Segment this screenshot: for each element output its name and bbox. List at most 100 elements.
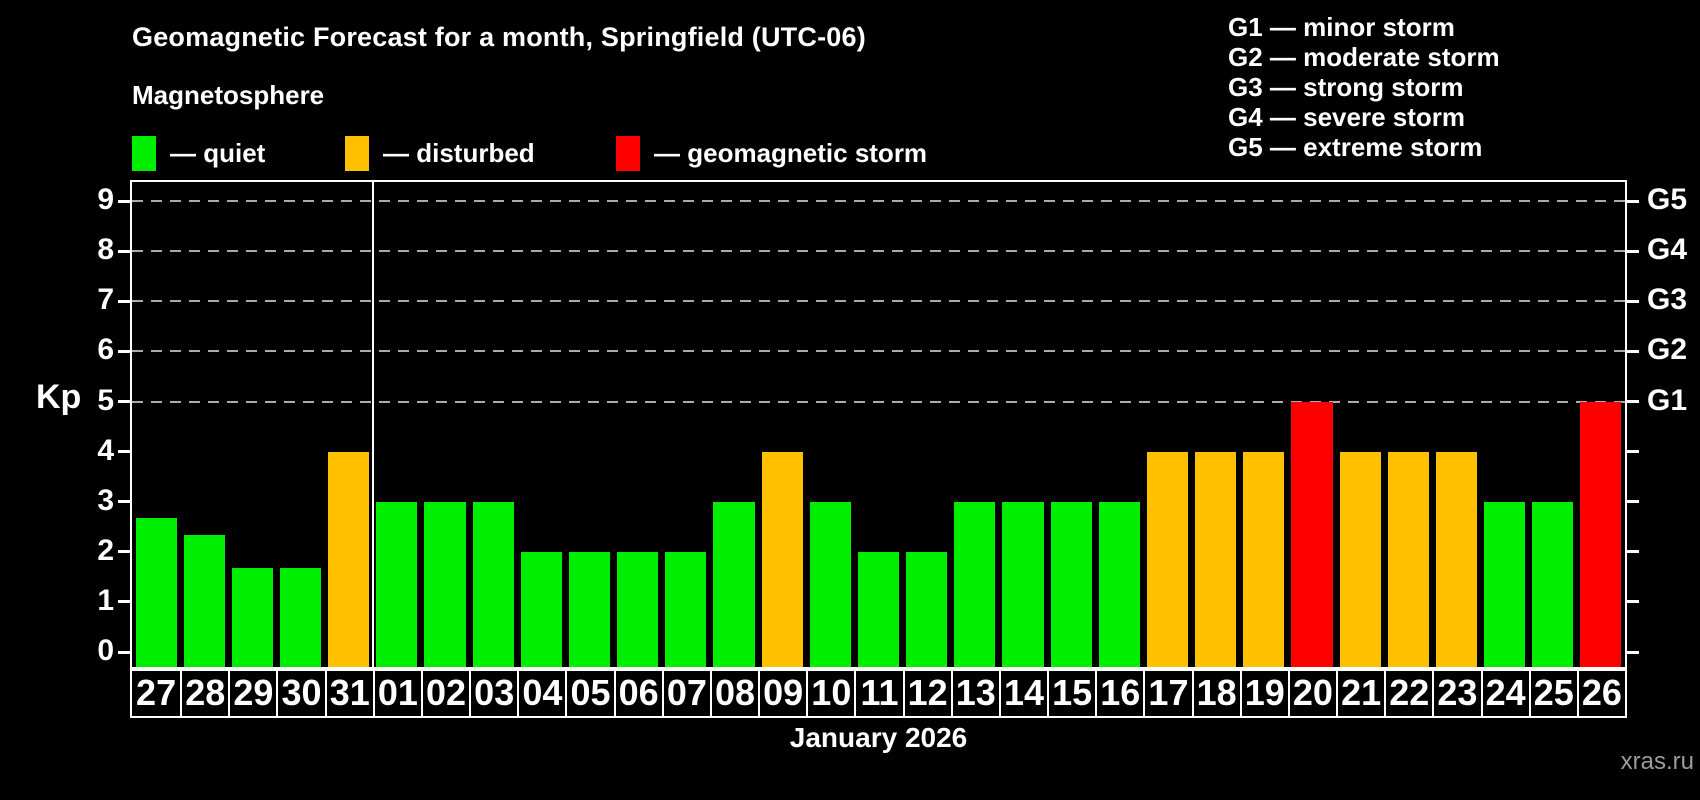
- g-axis-tick-2: [1627, 550, 1639, 554]
- g-legend-line-g3: G3 — strong storm: [1228, 72, 1464, 102]
- gridline-kp-8: [132, 250, 1625, 253]
- y-tick-label-1: 1: [97, 583, 114, 617]
- kp-bar-06: [617, 551, 659, 667]
- day-label-07: 07: [661, 671, 710, 716]
- day-label-06: 06: [613, 671, 662, 716]
- y-axis-tick-4: [118, 450, 130, 454]
- day-label-27: 27: [136, 672, 177, 713]
- kp-bar-03: [472, 501, 514, 667]
- day-label-15: 15: [1047, 671, 1095, 716]
- day-label-14: 14: [998, 671, 1047, 716]
- day-label-05: 05: [565, 671, 613, 716]
- kp-bar-15: [1050, 501, 1092, 667]
- g-legend-line-g5: G5 — extreme storm: [1228, 132, 1483, 162]
- day-label-21: 21: [1336, 671, 1384, 716]
- g-axis-tick-1: [1627, 600, 1639, 604]
- day-label-20: 20: [1287, 671, 1336, 716]
- y-axis-title: Kp: [36, 378, 82, 416]
- g-axis-tick-0: [1627, 650, 1639, 654]
- g-axis-tick-8: [1627, 249, 1639, 253]
- kp-bar-08: [713, 501, 755, 667]
- kp-bar-30: [279, 568, 322, 667]
- day-label-31: 31: [324, 671, 373, 716]
- day-label-03: 03: [469, 671, 517, 716]
- x-axis-title: January 2026: [789, 722, 968, 753]
- kp-bar-04: [520, 551, 562, 667]
- storm-color-swatch: [616, 135, 640, 171]
- month-separator-line: [371, 182, 374, 667]
- day-label-01: 01: [372, 671, 421, 716]
- g-axis-tick-5: [1627, 400, 1639, 403]
- disturbed-color-swatch: [345, 135, 369, 171]
- day-label-24: 24: [1480, 671, 1529, 716]
- y-tick-label-8: 8: [97, 233, 114, 267]
- g-scale-label-G3: G3: [1647, 283, 1688, 317]
- day-label-08: 08: [709, 671, 758, 716]
- g-scale-legend: G1 — minor storm G2 — moderate storm G3 …: [1228, 12, 1500, 162]
- kp-bar-23: [1435, 451, 1477, 667]
- legend-label-quiet: — quiet: [170, 137, 266, 168]
- gridline-kp-5: [132, 400, 1625, 403]
- y-axis-tick-2: [118, 550, 130, 554]
- kp-bar-28: [183, 535, 225, 667]
- day-label-09: 09: [758, 671, 806, 716]
- g-axis-tick-3: [1627, 500, 1639, 504]
- kp-bar-18: [1195, 451, 1237, 667]
- g-axis-tick-7: [1627, 299, 1639, 303]
- g-scale-label-G5: G5: [1647, 183, 1688, 217]
- gridline-kp-7: [132, 300, 1625, 303]
- kp-bar-21: [1339, 451, 1381, 667]
- g-legend-line-g4: G4 — severe storm: [1228, 102, 1466, 132]
- day-label-19: 19: [1239, 671, 1288, 716]
- kp-bar-17: [1146, 451, 1189, 667]
- kp-bar-19: [1243, 451, 1285, 667]
- gridline-kp-9: [132, 200, 1625, 203]
- y-axis-tick-6: [118, 349, 130, 353]
- day-label-11: 11: [854, 671, 902, 716]
- day-label-12: 12: [902, 671, 951, 716]
- day-label-02: 02: [420, 671, 469, 716]
- kp-bar-20: [1291, 401, 1333, 667]
- y-tick-label-2: 2: [97, 533, 114, 567]
- g-legend-line-g1: G1 — minor storm: [1228, 12, 1455, 42]
- y-tick-label-4: 4: [97, 433, 114, 467]
- kp-bar-31: [328, 451, 370, 667]
- kp-bar-07: [665, 551, 707, 667]
- legend-label-disturbed: — disturbed: [383, 137, 535, 168]
- kp-bar-26: [1580, 401, 1622, 667]
- day-label-26: 26: [1576, 671, 1625, 716]
- kp-bar-22: [1387, 451, 1429, 667]
- g-axis-tick-4: [1627, 450, 1639, 454]
- legend-item-quiet: — quiet: [132, 135, 265, 171]
- day-label-10: 10: [806, 671, 854, 716]
- day-label-04: 04: [517, 671, 565, 716]
- y-axis-tick-8: [118, 249, 130, 253]
- kp-bar-11: [857, 551, 900, 667]
- day-label-23: 23: [1432, 671, 1480, 716]
- g-scale-label-G2: G2: [1647, 333, 1688, 367]
- y-axis-tick-9: [118, 199, 130, 203]
- day-label-17: 17: [1143, 671, 1191, 716]
- kp-bar-13: [954, 501, 996, 667]
- kp-bar-09: [761, 451, 803, 667]
- kp-bar-10: [809, 501, 851, 667]
- quiet-color-swatch: [132, 135, 156, 171]
- y-axis-tick-7: [118, 299, 130, 303]
- y-axis-tick-0: [118, 650, 130, 654]
- day-label-18: 18: [1191, 671, 1240, 716]
- kp-bar-29: [231, 568, 273, 667]
- kp-bar-27: [135, 518, 177, 667]
- g-scale-label-G4: G4: [1647, 233, 1688, 267]
- day-label-29: 29: [228, 671, 276, 716]
- legend-item-storm: — geomagnetic storm: [616, 135, 927, 171]
- g-axis-tick-6: [1627, 349, 1639, 353]
- y-tick-label-5: 5: [97, 383, 114, 417]
- kp-bar-02: [424, 501, 466, 667]
- kp-bar-25: [1532, 501, 1574, 667]
- legend-item-disturbed: — disturbed: [345, 135, 535, 171]
- magnetosphere-label: Magnetosphere: [132, 80, 325, 110]
- y-tick-label-3: 3: [97, 483, 114, 517]
- day-label-22: 22: [1384, 671, 1432, 716]
- day-label-25: 25: [1528, 671, 1577, 716]
